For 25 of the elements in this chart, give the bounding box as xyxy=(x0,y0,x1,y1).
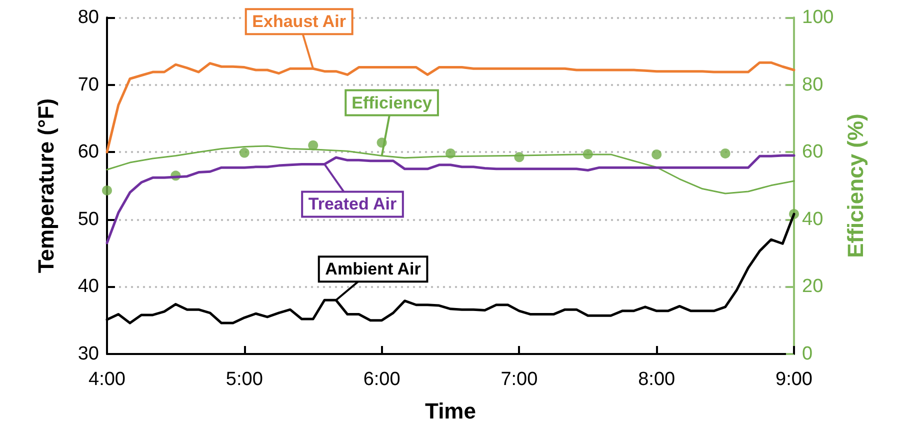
text: Exhaust Air xyxy=(252,12,346,32)
y-tick-label: 30 xyxy=(78,344,99,364)
text: Efficiency xyxy=(352,93,432,112)
y2-tick-label: 0 xyxy=(802,344,813,364)
y-axis-title: Temperature (°F) xyxy=(34,98,58,274)
y2-tick-label: 40 xyxy=(802,208,824,230)
x-tick-label: 4:00 xyxy=(88,369,126,390)
x-tick-label: 7:00 xyxy=(500,369,538,390)
y2-tick-label: 20 xyxy=(802,276,824,298)
y-tick-label: 40 xyxy=(78,276,99,298)
y-tick-label: 50 xyxy=(78,208,99,230)
series-label: Ambient Air xyxy=(325,260,422,279)
y2-tick-label: 80 xyxy=(802,74,824,96)
y2-tick-label: 60 xyxy=(802,142,824,163)
x-tick-label: 9:00 xyxy=(776,369,812,390)
y2-tick-label: 100 xyxy=(802,7,834,28)
y-tick-label: 70 xyxy=(78,74,99,96)
x-axis-title: Time xyxy=(425,398,476,424)
y-tick-label: 60 xyxy=(78,142,99,163)
x-tick-label: 6:00 xyxy=(363,369,400,390)
series-label: Treated Air xyxy=(308,194,397,214)
x-tick-label: 5:00 xyxy=(226,369,263,390)
y-tick-label: 80 xyxy=(78,7,99,28)
x-tick-label: 8:00 xyxy=(638,369,676,390)
y2-axis-title: Efficiency (%) xyxy=(843,114,868,258)
